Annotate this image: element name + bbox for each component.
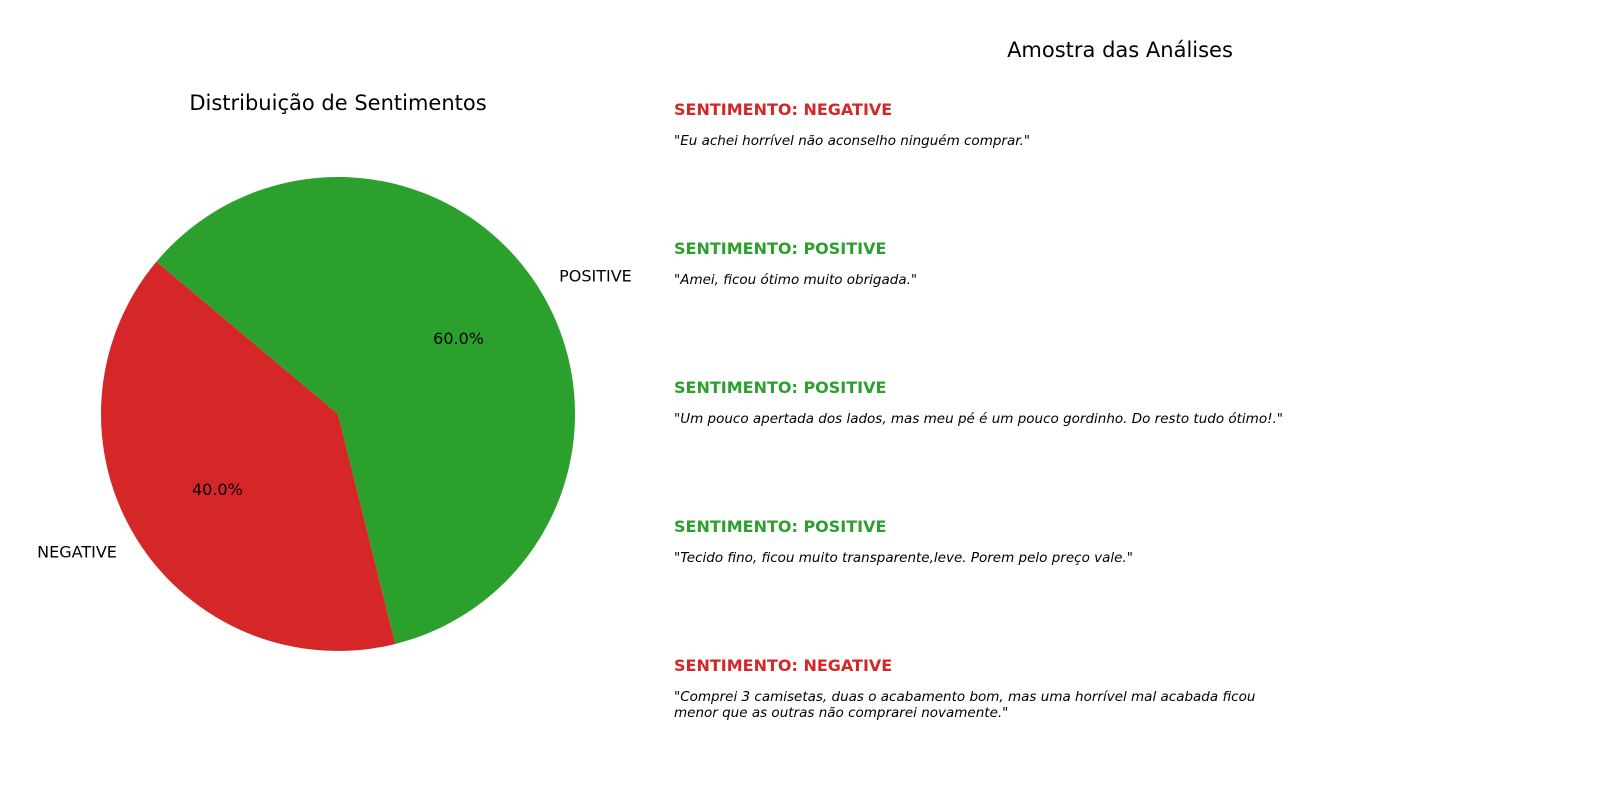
- samples-title: Amostra das Análises: [1007, 38, 1233, 62]
- review-sentiment-3: SENTIMENTO: POSITIVE: [674, 378, 887, 397]
- review-sentiment-1: SENTIMENTO: NEGATIVE: [674, 100, 893, 119]
- pie-slice-negative: [100, 261, 396, 651]
- review-text-1: "Eu achei horrível não aconselho ninguém…: [674, 133, 1031, 149]
- review-text-3: "Um pouco apertada dos lados, mas meu pé…: [674, 411, 1284, 427]
- review-text-4: "Tecido fino, ficou muito transparente,l…: [674, 550, 1133, 566]
- review-sentiment-4: SENTIMENTO: POSITIVE: [674, 517, 887, 536]
- pie-chart: Distribuição de Sentimentos NEGATIVE 40.0…: [37, 91, 632, 651]
- review-text-2: "Amei, ficou ótimo muito obrigada.": [674, 272, 918, 288]
- review-text-5: "Comprei 3 camisetas, duas o acabamento …: [674, 689, 1256, 721]
- review-item-2: SENTIMENTO: POSITIVE "Amei, ficou ótimo …: [674, 239, 1294, 288]
- review-item-4: SENTIMENTO: POSITIVE "Tecido fino, ficou…: [674, 517, 1294, 566]
- pie-pct-positive: 60.0%: [433, 329, 484, 348]
- review-item-3: SENTIMENTO: POSITIVE "Um pouco apertada …: [674, 378, 1294, 427]
- review-sentiment-2: SENTIMENTO: POSITIVE: [674, 239, 887, 258]
- pie-pct-negative: 40.0%: [192, 480, 243, 499]
- pie-label-positive: POSITIVE: [559, 266, 632, 285]
- review-item-1: SENTIMENTO: NEGATIVE "Eu achei horrível …: [674, 100, 1294, 149]
- review-sentiment-5: SENTIMENTO: NEGATIVE: [674, 656, 893, 675]
- pie-labels: NEGATIVE 40.0% POSITIVE 60.0%: [37, 266, 632, 561]
- chart-title: Distribuição de Sentimentos: [189, 91, 486, 115]
- review-item-5: SENTIMENTO: NEGATIVE "Comprei 3 camiseta…: [674, 656, 1294, 721]
- pie-slices: [100, 176, 576, 651]
- pie-slice-positive: [156, 176, 576, 644]
- pie-label-negative: NEGATIVE: [37, 543, 117, 562]
